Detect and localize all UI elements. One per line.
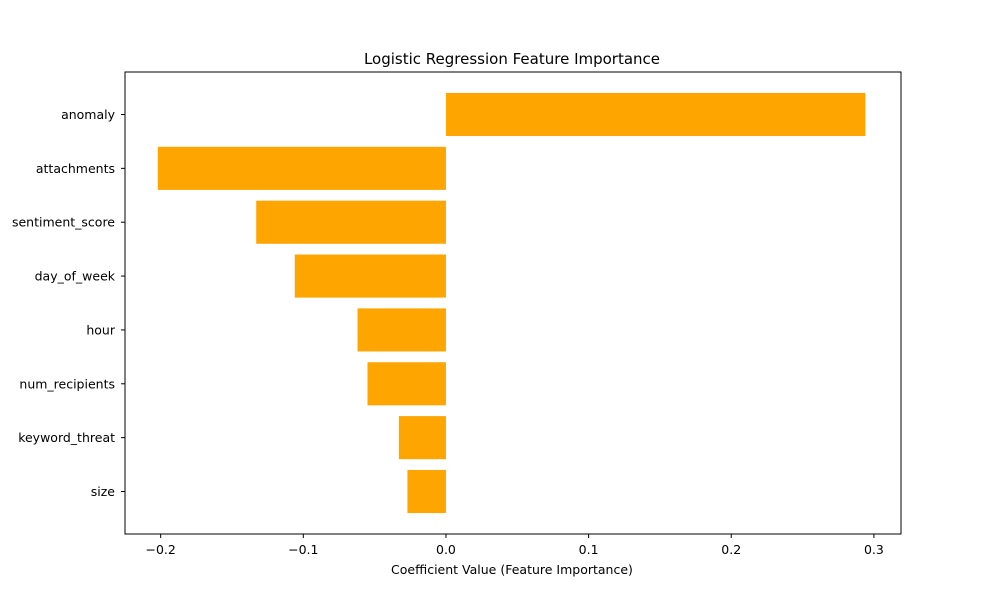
bar-size (407, 469, 446, 514)
bar-anomaly (445, 92, 866, 137)
y-axis: anomaly attachments sentiment_score day_of_… (12, 107, 125, 499)
bar-keyword-threat (398, 416, 446, 460)
x-tick-label: −0.2 (145, 542, 175, 557)
y-tick-label: hour (86, 322, 115, 337)
bar-hour (357, 308, 446, 352)
bar-attachments (157, 146, 446, 190)
y-tick-label: anomaly (61, 107, 116, 122)
x-axis-label: Coefficient Value (Feature Importance) (391, 562, 633, 577)
x-tick-label: 0.3 (864, 542, 884, 557)
y-tick-label: day_of_week (35, 269, 116, 284)
bars-group (157, 92, 866, 514)
plot-frame (124, 71, 902, 535)
y-tick-label: size (91, 484, 116, 499)
x-tick-label: 0.2 (721, 542, 741, 557)
x-axis: −0.2 −0.1 0.0 0.1 0.2 0.3 (145, 534, 884, 557)
bar-day-of-week (294, 254, 446, 298)
x-tick-label: −0.1 (288, 542, 318, 557)
y-tick-label: num_recipients (19, 376, 115, 391)
bar-sentiment-score (256, 200, 446, 244)
y-tick-label: sentiment_score (12, 215, 115, 230)
y-tick-label: attachments (36, 161, 115, 176)
y-tick-label: keyword_threat (18, 430, 115, 445)
bar-num-recipients (367, 362, 446, 406)
chart-title: Logistic Regression Feature Importance (364, 50, 660, 68)
x-tick-label: 0.1 (579, 542, 599, 557)
x-tick-label: 0.0 (436, 542, 456, 557)
